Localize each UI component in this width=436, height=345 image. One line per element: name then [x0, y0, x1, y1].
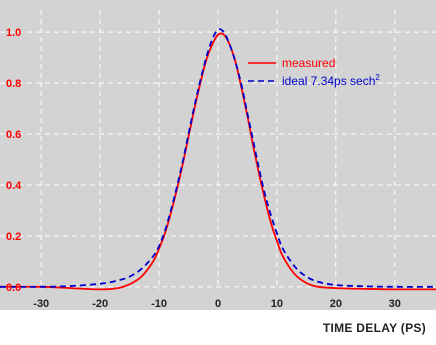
y-tick-label: 1.0: [6, 27, 21, 39]
series-line-measured: [0, 32, 436, 291]
x-tick-label: 20: [330, 298, 342, 310]
x-tick-label: 0: [215, 298, 221, 310]
y-tick-label: 0.2: [6, 231, 21, 243]
legend-label-ideal-text: ideal 7.34ps sech: [282, 74, 375, 88]
legend-label-measured: measured: [282, 56, 335, 70]
y-tick-label: 0.0: [6, 282, 21, 294]
y-tick-label: 0.4: [6, 180, 22, 192]
legend-label-ideal: ideal 7.34ps sech2: [282, 73, 380, 88]
x-tick-label: -30: [33, 298, 49, 310]
legend: measured ideal 7.34ps sech2: [248, 56, 380, 88]
tick-labels: -30 -20 -10 0 10 20 30 0.0 0.2 0.4 0.6 0.8 1.0: [6, 27, 401, 310]
x-axis-label: TIME DELAY (PS): [322, 321, 426, 335]
series-line-ideal: [0, 28, 436, 288]
y-tick-label: 0.6: [6, 129, 21, 141]
x-tick-label: 10: [271, 298, 283, 310]
legend-label-ideal-sup: 2: [375, 73, 380, 82]
x-tick-label: -20: [92, 298, 108, 310]
series-group: [0, 28, 436, 291]
y-tick-label: 0.8: [6, 78, 21, 90]
x-tick-label: 30: [389, 298, 401, 310]
grid: [0, 10, 436, 290]
x-tick-label: -10: [151, 298, 167, 310]
